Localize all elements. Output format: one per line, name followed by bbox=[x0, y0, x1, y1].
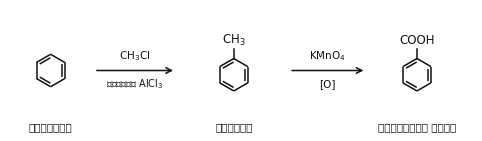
Text: CH$_3$Cl: CH$_3$Cl bbox=[120, 50, 150, 63]
Text: टॉलूईन: टॉलूईन bbox=[215, 122, 253, 132]
Text: KMnO$_4$: KMnO$_4$ bbox=[309, 50, 346, 63]
Text: COOH: COOH bbox=[399, 34, 435, 47]
Text: CH$_3$: CH$_3$ bbox=[222, 33, 246, 48]
Text: [O]: [O] bbox=[320, 80, 336, 90]
Text: निर्जल AlCl$_3$: निर्जल AlCl$_3$ bbox=[107, 78, 163, 91]
Text: बेन्जोइक अम्ल: बेन्जोइक अम्ल bbox=[378, 122, 456, 132]
Text: बेन्जीन: बेन्जीन bbox=[29, 122, 72, 132]
